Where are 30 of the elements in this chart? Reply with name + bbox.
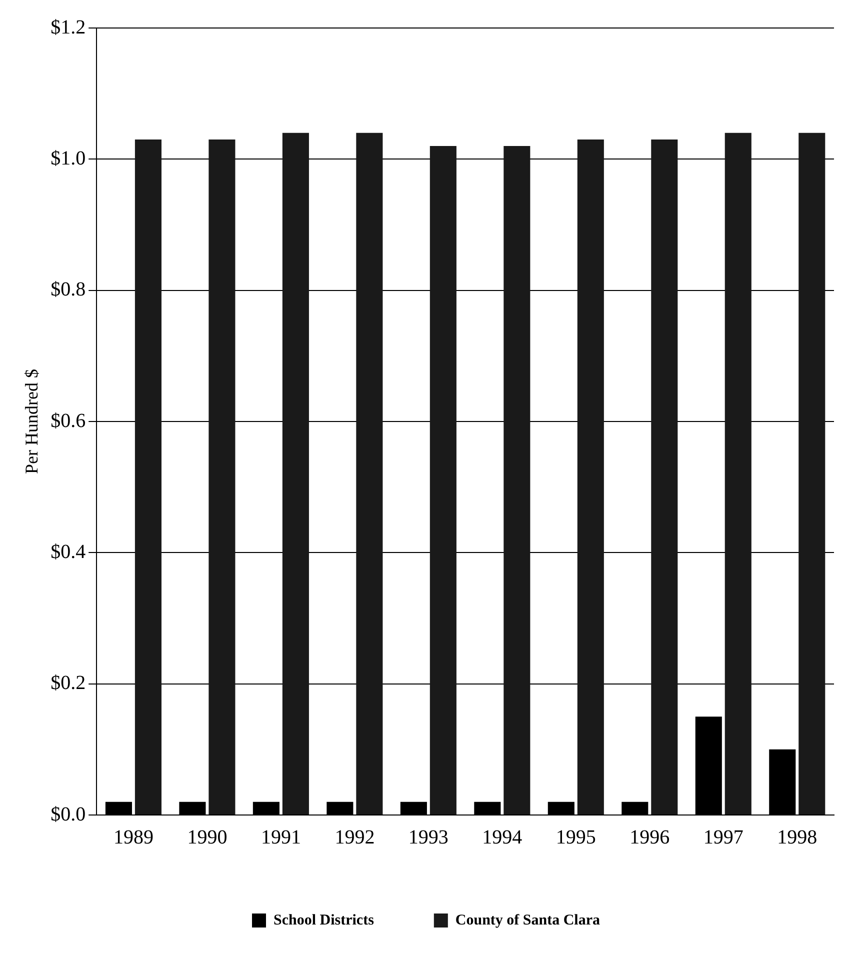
y-tick-label: $1.2	[50, 16, 86, 38]
bar	[724, 132, 752, 814]
bar	[430, 146, 456, 814]
bar	[798, 132, 826, 814]
bar	[651, 139, 678, 814]
y-tick-label: $0.4	[50, 540, 86, 563]
x-tick-label: 1994	[482, 826, 522, 848]
bar	[504, 146, 530, 814]
y-tick-label: $0.6	[50, 410, 86, 432]
x-tick-label: 1993	[408, 826, 448, 848]
y-tick-label: $1.0	[50, 147, 86, 170]
bar	[356, 132, 383, 814]
bar	[577, 139, 604, 814]
legend-label: School Districts	[274, 912, 374, 928]
x-tick-label: 1990	[187, 826, 228, 848]
y-tick-label: $0.8	[50, 278, 86, 301]
x-tick-label: 1996	[630, 826, 670, 848]
bar	[208, 139, 236, 814]
x-tick-label: 1997	[703, 826, 744, 848]
bar	[134, 139, 162, 814]
x-tick-label: 1995	[556, 826, 596, 848]
x-tick-label: 1998	[777, 826, 818, 848]
y-tick-label: $0.2	[50, 672, 86, 694]
x-tick-label: 1989	[113, 826, 154, 848]
y-tick-label: $0.0	[50, 803, 86, 826]
y-axis-title: Per Hundred $	[22, 369, 42, 474]
x-tick-label: 1992	[334, 826, 375, 848]
legend-label: County of Santa Clara	[455, 912, 600, 928]
bar	[282, 132, 309, 814]
x-tick-label: 1991	[260, 826, 301, 848]
